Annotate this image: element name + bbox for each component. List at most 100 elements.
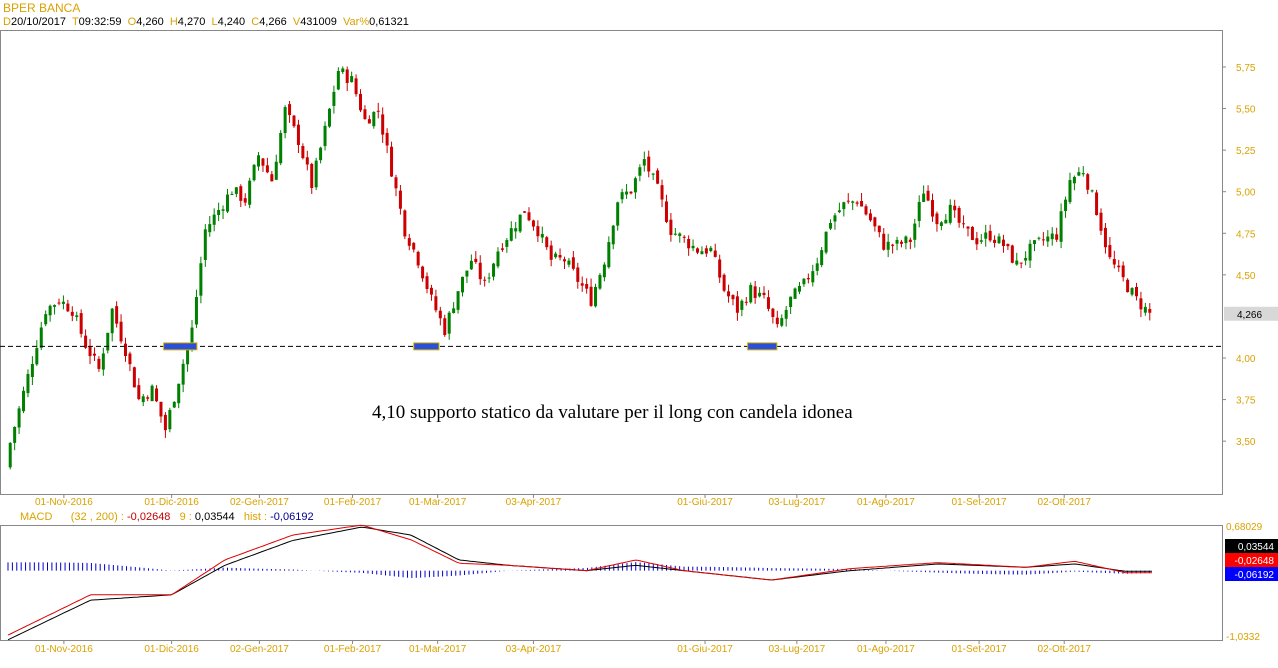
- candle-up: [638, 167, 642, 176]
- candle-down: [429, 287, 433, 295]
- candle-down: [682, 236, 686, 238]
- candle-down: [860, 201, 864, 207]
- candle-down: [421, 266, 425, 279]
- candle-down: [731, 295, 735, 300]
- candle-down: [345, 69, 349, 83]
- candle-down: [868, 213, 872, 221]
- date-value: 20/10/2017: [10, 16, 67, 28]
- candle-down: [523, 211, 527, 213]
- candle-up: [913, 223, 917, 240]
- candle-down: [970, 226, 974, 240]
- candle-down: [846, 200, 850, 202]
- candle-up: [101, 353, 105, 370]
- candle-up: [257, 155, 261, 167]
- candle-up: [824, 231, 828, 253]
- macd-value-badge: [1225, 539, 1278, 553]
- candle-down: [669, 219, 673, 236]
- candle-down: [124, 343, 128, 357]
- candle-down: [66, 303, 70, 312]
- open-label: O: [127, 16, 137, 28]
- candle-up: [452, 308, 456, 314]
- candle-up: [199, 263, 203, 296]
- macd-legend: MACD (32 , 200) : -0,02648 9 : 0,03544 h…: [20, 511, 314, 523]
- candle-up: [221, 209, 225, 211]
- candle-down: [367, 119, 371, 124]
- candle-down: [1010, 245, 1014, 263]
- candle-down: [381, 114, 385, 135]
- candle-down: [882, 233, 886, 250]
- candle-up: [1050, 233, 1054, 240]
- x-tick-label: 01-Set-2017: [952, 644, 1007, 655]
- candle-down: [376, 110, 380, 112]
- candle-up: [602, 264, 606, 278]
- candle-down: [1112, 258, 1116, 265]
- candle-up: [22, 390, 26, 412]
- y-tick-label: 3,75: [1236, 396, 1256, 407]
- candle-up: [465, 270, 469, 277]
- macd-y-max-label: 0,68029: [1226, 522, 1263, 533]
- volume-value: 431009: [300, 16, 337, 28]
- candle-up: [691, 245, 695, 249]
- support-zone: [747, 342, 778, 351]
- time-value: 09:32:59: [78, 16, 122, 28]
- candle-up: [1068, 180, 1072, 203]
- candle-up: [851, 201, 855, 203]
- candle-up: [793, 288, 797, 299]
- x-tick-label: 03-Apr-2017: [506, 644, 562, 655]
- x-tick-label: 02-Gen-2017: [230, 497, 289, 508]
- candle-up: [110, 308, 114, 334]
- macd-value: -0,02648: [127, 511, 171, 523]
- var-value: 0,61321: [369, 16, 409, 28]
- last-price-label: 4,266: [1237, 310, 1262, 321]
- candle-up: [594, 286, 598, 307]
- candle-down: [1126, 279, 1130, 293]
- x-tick-label: 02-Gen-2017: [230, 644, 289, 655]
- candle-down: [704, 248, 708, 254]
- candle-up: [1064, 199, 1068, 211]
- x-tick-label: 01-Ago-2017: [857, 497, 915, 508]
- candle-down: [536, 226, 540, 237]
- candle-up: [784, 309, 788, 319]
- candle-up: [540, 233, 544, 238]
- candle-up: [1077, 172, 1081, 176]
- candle-down: [97, 358, 101, 369]
- candle-down: [159, 401, 163, 417]
- candle-up: [1028, 243, 1032, 261]
- candle-up: [815, 263, 819, 271]
- candle-down: [735, 296, 739, 313]
- candle-down: [155, 388, 159, 402]
- candle-up: [492, 263, 496, 277]
- candle-down: [727, 291, 731, 297]
- candle-down: [931, 200, 935, 217]
- candle-down: [908, 239, 912, 242]
- candle-up: [1081, 173, 1085, 175]
- macd-label: MACD: [20, 511, 53, 523]
- candle-up: [350, 76, 354, 83]
- candle-up: [1143, 306, 1147, 313]
- candle-down: [416, 251, 420, 266]
- candle-down: [132, 367, 136, 388]
- candle-up: [749, 284, 753, 303]
- ohlc-readout: D20/10/2017 T09:32:59 O4,260 H4,270 L4,2…: [3, 16, 409, 28]
- candle-down: [562, 259, 566, 262]
- candle-up: [1046, 236, 1050, 242]
- y-tick-label: 4,50: [1236, 271, 1256, 282]
- candle-up: [598, 275, 602, 289]
- candle-down: [713, 250, 717, 257]
- candle-down: [585, 284, 589, 289]
- candle-up: [1037, 237, 1041, 239]
- candle-up: [75, 315, 79, 317]
- candle-up: [833, 215, 837, 222]
- candle-down: [660, 185, 664, 200]
- candle-up: [802, 278, 806, 285]
- candle-down: [443, 318, 447, 335]
- candle-up: [780, 318, 784, 326]
- candle-up: [212, 214, 216, 225]
- candle-up: [327, 108, 331, 127]
- candle-down: [864, 206, 868, 215]
- candle-down: [305, 157, 309, 165]
- candle-down: [762, 292, 766, 296]
- candle-down: [656, 170, 660, 184]
- candle-down: [531, 220, 535, 227]
- candle-down: [687, 238, 691, 249]
